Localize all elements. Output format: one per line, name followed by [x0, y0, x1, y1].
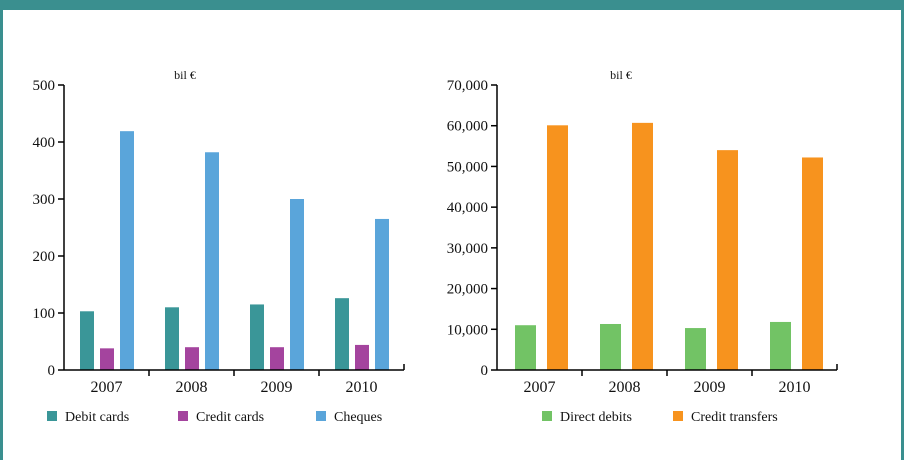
legend-swatch-debit-cards: [47, 411, 57, 421]
y-tick-label: 200: [33, 249, 56, 265]
y-tick-label: 100: [33, 306, 56, 322]
bar-credit-cards-2010: [355, 344, 369, 370]
x-tick-label: 2008: [176, 379, 208, 396]
bar-debit-cards-2007: [80, 311, 94, 370]
x-tick-label: 2010: [346, 379, 378, 396]
bar-credit-transfers-2008: [632, 122, 653, 370]
bar-debit-cards-2008: [165, 307, 179, 370]
unit-label: bil €: [174, 68, 196, 82]
bar-debit-cards-2010: [335, 298, 349, 370]
y-tick-label: 20,000: [447, 282, 488, 298]
legend-label-credit-cards: Credit cards: [196, 410, 264, 425]
bar-direct-debits-2008: [600, 323, 621, 370]
y-tick-label: 60,000: [447, 119, 488, 135]
bar-credit-transfers-2007: [547, 125, 568, 370]
bar-direct-debits-2009: [685, 328, 706, 370]
legend-label-cheques: Cheques: [334, 410, 382, 425]
y-tick-label: 30,000: [447, 241, 488, 257]
x-tick-label: 2010: [779, 379, 811, 396]
bar-direct-debits-2010: [770, 321, 791, 370]
x-tick-label: 2007: [524, 379, 556, 396]
x-tick-label: 2009: [261, 379, 293, 396]
x-tick-label: 2007: [91, 379, 123, 396]
legend-swatch-direct-debits: [542, 411, 552, 421]
bar-debit-cards-2009: [250, 304, 264, 370]
bar-credit-cards-2009: [270, 347, 284, 370]
y-tick-label: 400: [33, 135, 56, 151]
y-tick-label: 500: [33, 78, 56, 94]
y-tick-label: 10,000: [447, 322, 488, 338]
legend-label-debit-cards: Debit cards: [65, 410, 129, 425]
bar-cheques-2008: [205, 152, 219, 370]
x-tick-label: 2008: [609, 379, 641, 396]
bar-credit-transfers-2010: [802, 157, 823, 370]
bar-credit-cards-2008: [185, 347, 199, 370]
legend-swatch-cheques: [316, 411, 326, 421]
y-tick-label: 300: [33, 192, 56, 208]
y-tick-label: 0: [481, 363, 489, 379]
legend-label-credit-transfers: Credit transfers: [691, 410, 778, 425]
bar-cheques-2009: [290, 199, 304, 370]
x-tick-label: 2009: [694, 379, 726, 396]
bar-cheques-2007: [120, 131, 134, 370]
bar-direct-debits-2007: [515, 325, 536, 370]
bar-credit-transfers-2009: [717, 150, 738, 370]
unit-label: bil €: [610, 68, 632, 82]
legend-swatch-credit-transfers: [673, 411, 683, 421]
y-tick-label: 50,000: [447, 159, 488, 175]
y-tick-label: 70,000: [447, 78, 488, 94]
legend-swatch-credit-cards: [178, 411, 188, 421]
legend-label-direct-debits: Direct debits: [560, 410, 632, 425]
bar-cheques-2010: [375, 218, 389, 370]
y-tick-label: 40,000: [447, 200, 488, 216]
y-tick-label: 0: [48, 363, 56, 379]
bar-credit-cards-2007: [100, 348, 114, 370]
